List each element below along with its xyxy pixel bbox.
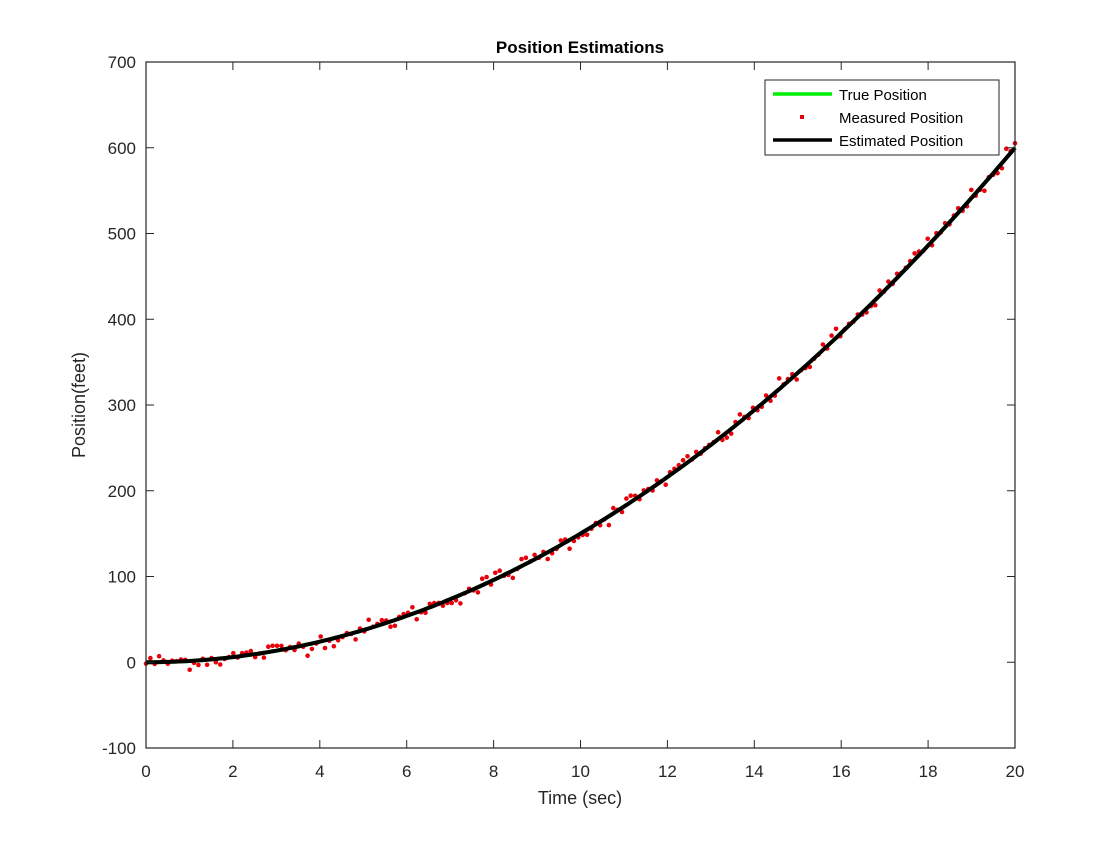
y-tick-label: -100 — [102, 739, 136, 758]
y-tick-label: 300 — [108, 396, 136, 415]
measured-point — [715, 429, 721, 435]
measured-point — [829, 333, 834, 338]
measured-point — [680, 457, 686, 463]
measured-point — [611, 505, 616, 511]
y-tick-label: 700 — [108, 53, 136, 72]
measured-point — [217, 662, 223, 667]
measured-point — [606, 522, 612, 528]
measured-point — [510, 575, 516, 581]
measured-point — [305, 653, 310, 658]
measured-point — [724, 435, 730, 440]
y-tick-label: 500 — [108, 225, 136, 244]
measured-point — [266, 644, 271, 649]
plot-area — [143, 140, 1018, 673]
measured-point — [558, 538, 564, 543]
y-tick-label: 100 — [108, 568, 136, 587]
measured-point — [925, 236, 930, 242]
x-tick-label: 18 — [919, 762, 938, 781]
measured-point — [624, 496, 629, 501]
measured-point — [309, 646, 315, 652]
measured-point — [331, 643, 337, 649]
measured-point — [231, 650, 236, 656]
measured-point — [410, 605, 415, 610]
measured-point — [1004, 146, 1009, 151]
measured-point — [737, 412, 743, 417]
measured-point — [156, 653, 162, 659]
measured-point — [213, 660, 219, 665]
measured-point — [322, 645, 328, 651]
measured-point — [261, 655, 267, 660]
measured-point — [628, 493, 633, 499]
measured-point — [873, 302, 878, 308]
measured-point — [187, 667, 192, 673]
x-tick-label: 16 — [832, 762, 851, 781]
measured-point — [366, 617, 372, 623]
axes-box — [145, 61, 1016, 749]
x-tick-label: 0 — [141, 762, 150, 781]
estimated-position-line — [145, 146, 1017, 665]
legend[interactable]: True Position Measured Position Estimate… — [764, 79, 1000, 156]
measured-point — [484, 574, 489, 580]
legend-measured-marker-icon — [800, 115, 804, 119]
measured-point — [388, 624, 393, 629]
measured-point — [458, 601, 463, 606]
measured-point — [475, 590, 481, 595]
measured-point — [567, 546, 572, 551]
measured-point — [663, 482, 668, 488]
measured-point — [776, 376, 782, 381]
measured-point — [532, 552, 537, 558]
measured-point — [912, 251, 917, 256]
measured-point — [969, 187, 974, 193]
measured-point — [279, 643, 284, 649]
x-tick-label: 20 — [1006, 762, 1025, 781]
measured-point — [449, 600, 455, 606]
legend-label-estimated: Estimated Position — [839, 133, 963, 150]
measured-point — [545, 556, 550, 562]
x-tick-label: 14 — [745, 762, 764, 781]
measured-point — [379, 617, 385, 623]
measured-point — [728, 431, 734, 436]
y-axis-label: Position(feet) — [69, 352, 89, 458]
x-tick-label: 2 — [228, 762, 237, 781]
measured-point — [204, 662, 210, 668]
y-tick-label: 600 — [108, 139, 136, 158]
measured-point — [353, 637, 358, 642]
measured-point — [148, 655, 153, 661]
x-axis-label: Time (sec) — [538, 788, 622, 808]
x-tick-label: 4 — [315, 762, 324, 781]
y-tick-label: 200 — [108, 482, 136, 501]
y-tick-label: 0 — [127, 653, 136, 672]
measured-point — [196, 662, 201, 668]
axis-ticks: 0 2 4 6 8 10 12 14 16 18 20 -100 0 100 200 300 400 500 600… — [102, 53, 1024, 781]
measured-point — [274, 643, 280, 649]
x-tick-label: 10 — [571, 762, 590, 781]
chart-title: Position Estimations — [496, 38, 664, 57]
measured-point — [820, 342, 826, 347]
measured-point — [414, 617, 420, 622]
legend-label-true: True Position — [839, 87, 927, 104]
measured-point — [685, 454, 690, 459]
true-position-line — [145, 146, 1017, 665]
measured-point — [493, 570, 498, 576]
measured-point — [248, 648, 254, 654]
legend-label-measured: Measured Position — [839, 110, 963, 127]
measured-point — [497, 568, 503, 573]
measured-point — [479, 576, 485, 581]
measured-point — [523, 555, 529, 561]
measured-point — [392, 623, 398, 629]
measured-point — [982, 188, 987, 194]
y-tick-label: 400 — [108, 310, 136, 329]
measured-point — [423, 610, 428, 616]
measured-point — [519, 556, 524, 562]
measured-point — [270, 643, 275, 649]
x-tick-label: 8 — [489, 762, 498, 781]
measured-point — [584, 532, 590, 538]
measured-point — [794, 377, 799, 382]
x-tick-label: 12 — [658, 762, 677, 781]
measured-point — [833, 326, 839, 332]
x-tick-label: 6 — [402, 762, 411, 781]
measured-point — [318, 634, 324, 639]
